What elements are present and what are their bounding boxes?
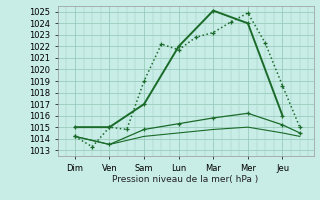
X-axis label: Pression niveau de la mer( hPa ): Pression niveau de la mer( hPa )	[112, 175, 259, 184]
